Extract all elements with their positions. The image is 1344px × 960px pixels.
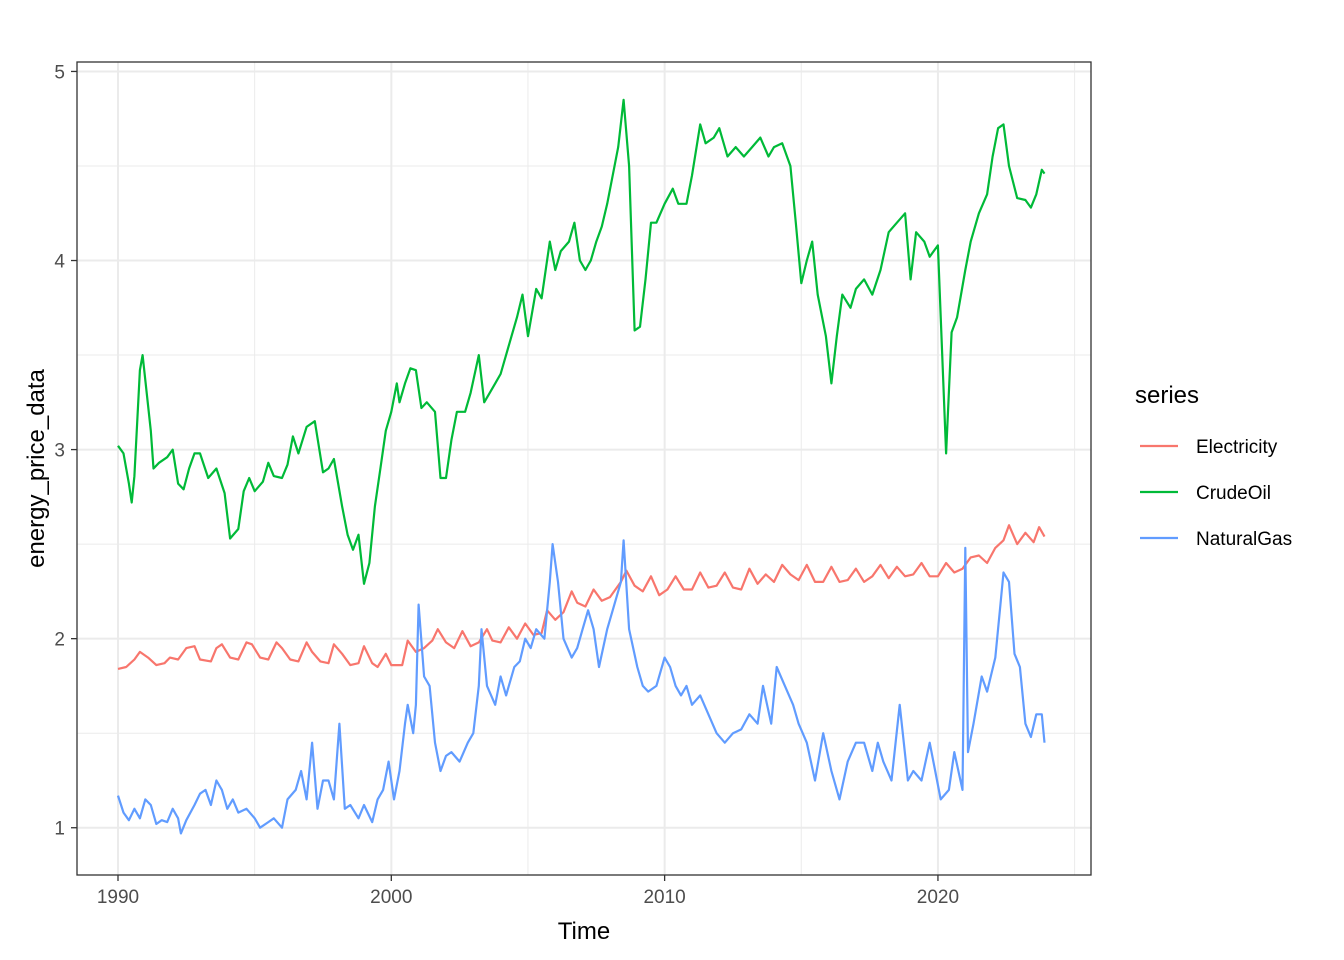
- x-tick-label: 2010: [643, 887, 685, 908]
- y-tick-label: 1: [54, 819, 65, 840]
- legend-items: Electricity CrudeOil NaturalGas: [1140, 437, 1292, 550]
- legend-label-crudeoil: CrudeOil: [1196, 483, 1271, 504]
- y-tick-label: 2: [54, 630, 65, 651]
- y-axis-title: energy_price_data: [23, 368, 50, 567]
- y-tick-label: 3: [54, 441, 65, 462]
- legend-label-electricity: Electricity: [1196, 437, 1278, 458]
- legend: series Electricity CrudeOil NaturalGas: [1135, 382, 1292, 550]
- x-tick-label: 2020: [917, 887, 959, 908]
- plot-panel-border: [76, 61, 1092, 876]
- series-lines: [116, 98, 1046, 835]
- y-tick-label: 5: [54, 62, 65, 83]
- x-tick-label: 2000: [370, 887, 412, 908]
- axes: 1990 2000 2010 2020 1 2 3 4 5: [54, 62, 959, 908]
- x-tick-label: 1990: [97, 887, 139, 908]
- x-axis-title: Time: [558, 918, 610, 945]
- legend-title: series: [1135, 382, 1199, 409]
- y-tick-label: 4: [54, 252, 65, 273]
- legend-label-naturalgas: NaturalGas: [1196, 529, 1292, 550]
- series-line-naturalgas: [116, 539, 1046, 835]
- grid: [77, 62, 1091, 875]
- series-line-electricity: [117, 524, 1046, 670]
- series-line-crudeoil: [117, 98, 1046, 585]
